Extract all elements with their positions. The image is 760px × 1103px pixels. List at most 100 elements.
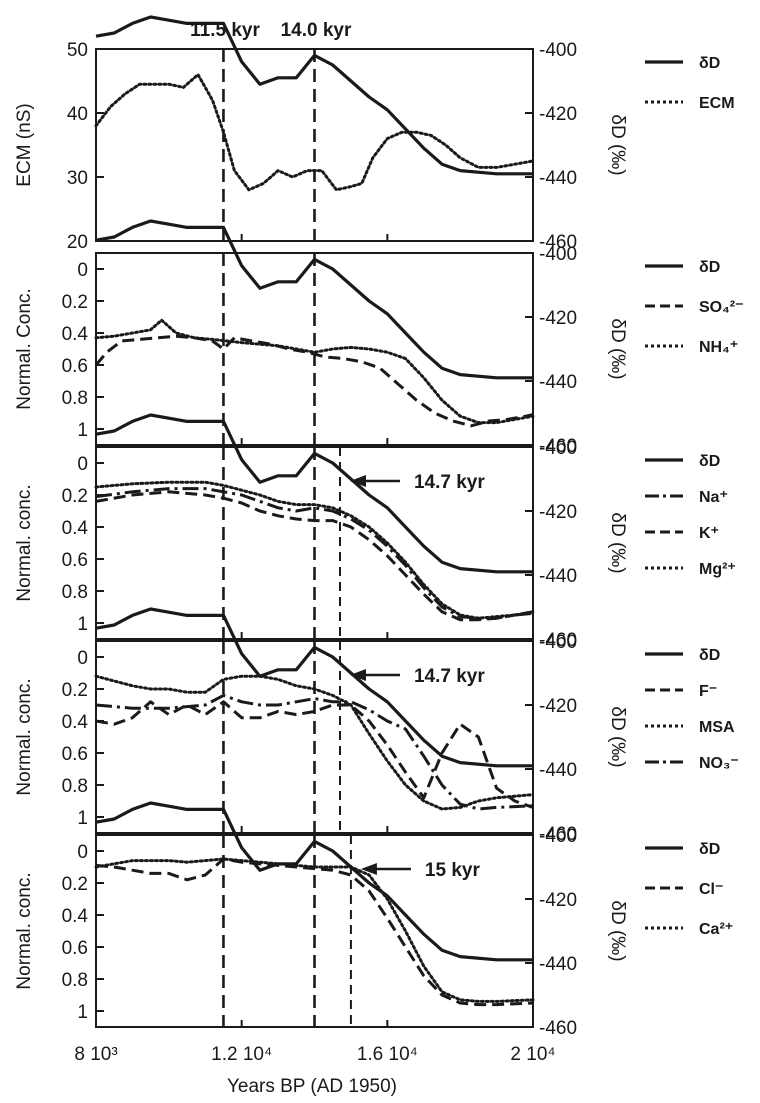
x-axis-title: Years BP (AD 1950) bbox=[227, 1076, 397, 1097]
x-tick-label: 1.6 10⁴ bbox=[357, 1044, 418, 1065]
right-tick-label: -460 bbox=[539, 630, 577, 651]
series-line-no3 bbox=[95, 693, 534, 811]
right-tick-label: -420 bbox=[539, 104, 577, 125]
left-tick-label: 0.2 bbox=[62, 680, 88, 701]
legend-label-ecm: ECM bbox=[699, 95, 735, 112]
series-line-d bbox=[95, 219, 533, 380]
annotation-label: 14.7 kyr bbox=[414, 472, 485, 493]
x-tick-label: 1.2 10⁴ bbox=[211, 1044, 272, 1065]
left-axis-label: Normal. conc. bbox=[14, 678, 35, 795]
left-axis-label: Normal. conc. bbox=[14, 872, 35, 989]
series-line-d bbox=[95, 607, 533, 768]
left-tick-label: 30 bbox=[67, 168, 88, 189]
right-tick-label: -440 bbox=[539, 954, 577, 975]
right-tick-label: -440 bbox=[539, 168, 577, 189]
left-tick-label: 20 bbox=[67, 232, 88, 253]
panel-5: 0 0.2 0.4 0.6 0.8 1 -400 -420 -440 -460 Normal. co… bbox=[14, 801, 733, 1039]
series-line-k bbox=[95, 490, 534, 622]
right-tick-label: -400 bbox=[539, 826, 577, 847]
left-tick-label: 0.6 bbox=[62, 356, 88, 377]
right-tick-label: -440 bbox=[539, 372, 577, 393]
legend-label-no3: NO₃⁻ bbox=[699, 755, 739, 772]
left-tick-label: 0.4 bbox=[62, 712, 89, 733]
series-line-nh4 bbox=[94, 318, 535, 425]
top-label-14-0-kyr: 14.0 kyr bbox=[281, 20, 352, 41]
legend-label-ca2: Ca²⁺ bbox=[699, 921, 733, 938]
right-tick-label: -460 bbox=[539, 232, 577, 253]
left-tick-label: 0.2 bbox=[62, 874, 88, 895]
annotation-arrow-head bbox=[349, 669, 366, 681]
left-tick-label: 0 bbox=[77, 648, 88, 669]
left-tick-label: 50 bbox=[67, 40, 88, 61]
legend-label-so42: SO₄²⁻ bbox=[699, 299, 744, 316]
legend-label-msa: MSA bbox=[699, 719, 735, 736]
annotation-label: 15 kyr bbox=[425, 860, 481, 881]
panels: 20 30 40 50 -400 -420 -440 -460 ECM (nS) δD (‰) δD… bbox=[14, 15, 744, 1039]
series-line-so42 bbox=[94, 334, 534, 428]
series-line-d bbox=[95, 413, 533, 574]
right-tick-label: -400 bbox=[539, 632, 577, 653]
legend-label-cl: Cl⁻ bbox=[699, 881, 723, 898]
legend-label-f: F⁻ bbox=[699, 683, 717, 700]
left-tick-label: 0 bbox=[77, 454, 88, 475]
panel-1: 20 30 40 50 -400 -420 -440 -460 ECM (nS) δD (‰) δD… bbox=[14, 15, 735, 253]
right-tick-label: -420 bbox=[539, 696, 577, 717]
right-axis-label: δD (‰) bbox=[607, 114, 628, 175]
left-tick-label: 0.6 bbox=[62, 550, 88, 571]
series-line-ecm bbox=[94, 73, 535, 192]
left-tick-label: 0.4 bbox=[62, 518, 89, 539]
x-tick-label: 8 10³ bbox=[74, 1044, 117, 1065]
left-tick-label: 0.8 bbox=[62, 582, 88, 603]
left-tick-label: 0.6 bbox=[62, 744, 88, 765]
left-tick-label: 0.2 bbox=[62, 292, 88, 313]
legend-label-mg2: Mg²⁺ bbox=[699, 561, 736, 578]
annotation-label: 14.7 kyr bbox=[414, 666, 485, 687]
series-line-d bbox=[95, 15, 533, 176]
right-tick-label: -460 bbox=[539, 824, 577, 845]
left-tick-label: 0.8 bbox=[62, 970, 88, 991]
left-tick-label: 0 bbox=[77, 842, 88, 863]
right-tick-label: -420 bbox=[539, 890, 577, 911]
right-tick-label: -400 bbox=[539, 40, 577, 61]
right-tick-label: -400 bbox=[539, 244, 577, 265]
left-tick-label: 0 bbox=[77, 260, 88, 281]
right-axis-label: δD (‰) bbox=[607, 900, 628, 961]
right-tick-label: -420 bbox=[539, 308, 577, 329]
series-line-ca2 bbox=[94, 857, 535, 1003]
left-tick-label: 1 bbox=[77, 1002, 88, 1023]
left-tick-label: 1 bbox=[77, 614, 88, 635]
panel-4: 0 0.2 0.4 0.6 0.8 1 -400 -420 -440 -460 Normal. co… bbox=[14, 607, 739, 845]
right-tick-label: -440 bbox=[539, 760, 577, 781]
left-axis-label: Normal. Conc. bbox=[14, 288, 35, 409]
annotation-arrow-head bbox=[349, 475, 366, 487]
left-tick-label: 0.4 bbox=[62, 324, 89, 345]
left-tick-label: 40 bbox=[67, 104, 88, 125]
panel-2: 0 0.2 0.4 0.6 0.8 1 -400 -420 -440 -460 Normal. Co… bbox=[14, 219, 744, 457]
panel-3: 0 0.2 0.4 0.6 0.8 1 -400 -420 -440 -460 Normal. co… bbox=[14, 413, 736, 651]
legend-label-d: δD bbox=[699, 453, 720, 470]
right-tick-label: -440 bbox=[539, 566, 577, 587]
legend-label-d: δD bbox=[699, 259, 720, 276]
right-axis-label: δD (‰) bbox=[607, 512, 628, 573]
legend-label-nh4: NH₄⁺ bbox=[699, 339, 738, 356]
right-tick-label: -460 bbox=[539, 436, 577, 457]
right-axis-label: δD (‰) bbox=[607, 706, 628, 767]
annotation-arrow-head bbox=[360, 863, 377, 875]
legend-label-k: K⁺ bbox=[699, 525, 719, 542]
legend-label-d: δD bbox=[699, 841, 720, 858]
series-line-d bbox=[95, 801, 533, 962]
x-tick-label: 2 10⁴ bbox=[510, 1044, 555, 1065]
legend-label-d: δD bbox=[699, 55, 720, 72]
right-tick-label: -460 bbox=[539, 1018, 577, 1039]
left-tick-label: 0.2 bbox=[62, 486, 88, 507]
left-tick-label: 1 bbox=[77, 808, 88, 829]
right-tick-label: -400 bbox=[539, 438, 577, 459]
left-tick-label: 0.8 bbox=[62, 388, 88, 409]
series-line-cl bbox=[95, 857, 534, 1007]
legend-label-na: Na⁺ bbox=[699, 489, 728, 506]
left-tick-label: 0.8 bbox=[62, 776, 88, 797]
x-axis: 8 10³ 1.2 10⁴ 1.6 10⁴ 2 10⁴ bbox=[74, 1044, 555, 1065]
left-tick-label: 1 bbox=[77, 420, 88, 441]
legend-label-d: δD bbox=[699, 647, 720, 664]
